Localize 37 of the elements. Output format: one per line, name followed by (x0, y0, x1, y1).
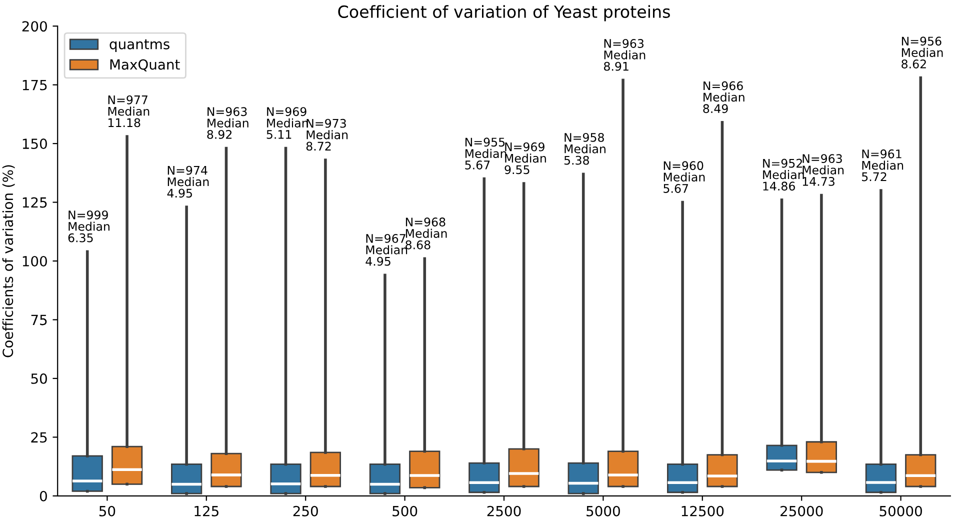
annotation: N=952 Median 14.86 (763, 158, 804, 191)
annotation: N=966 Median 8.49 (703, 81, 744, 114)
x-tick-label: 2500 (487, 506, 521, 516)
x-tick-label: 50 (99, 506, 116, 516)
annotation: N=974 Median 4.95 (167, 166, 209, 198)
legend-label: MaxQuant (110, 59, 180, 72)
annotation: N=973 Median 8.72 (306, 118, 348, 151)
x-tick-label: 250 (293, 506, 318, 516)
y-tick-label: 175 (22, 80, 47, 90)
y-tick-label: 0 (40, 490, 47, 502)
x-tick-label: 12500 (682, 506, 724, 516)
y-tick-label: 50 (31, 373, 47, 384)
y-tick-label: 75 (31, 314, 47, 326)
annotation: N=958 Median 5.38 (564, 132, 606, 165)
annotation: N=956 Median 8.62 (902, 36, 943, 68)
y-tick-label: 125 (22, 197, 47, 208)
annotation: N=968 Median 8.68 (406, 218, 447, 250)
annotation: N=963 Median 8.92 (207, 107, 248, 139)
y-tick-label: 150 (22, 138, 47, 150)
annotation: N=969 Median 5.11 (266, 107, 308, 139)
y-axis-title: Coefficients of variation (%) (2, 165, 15, 358)
y-tick-label: 100 (22, 256, 47, 266)
y-tick-label: 200 (22, 21, 47, 32)
chart-title: Coefficient of variation of Yeast proteins (338, 5, 670, 22)
legend-label: quantms (110, 39, 170, 52)
annotation: N=960 Median 5.67 (664, 161, 705, 193)
x-tick-label: 500 (392, 506, 418, 516)
annotation: N=963 Median 14.73 (802, 154, 844, 186)
annotation: N=977 Median 11.18 (108, 95, 150, 128)
x-tick-label: 50000 (880, 506, 922, 516)
x-tick-label: 125 (194, 506, 218, 516)
x-tick-label: 25000 (780, 506, 823, 516)
y-tick-label: 25 (31, 432, 47, 443)
annotation: N=963 Median 8.91 (604, 39, 646, 71)
annotation: N=961 Median 5.72 (862, 149, 904, 182)
annotation: N=999 Median 6.35 (68, 210, 110, 242)
x-tick-label: 5000 (586, 506, 620, 516)
